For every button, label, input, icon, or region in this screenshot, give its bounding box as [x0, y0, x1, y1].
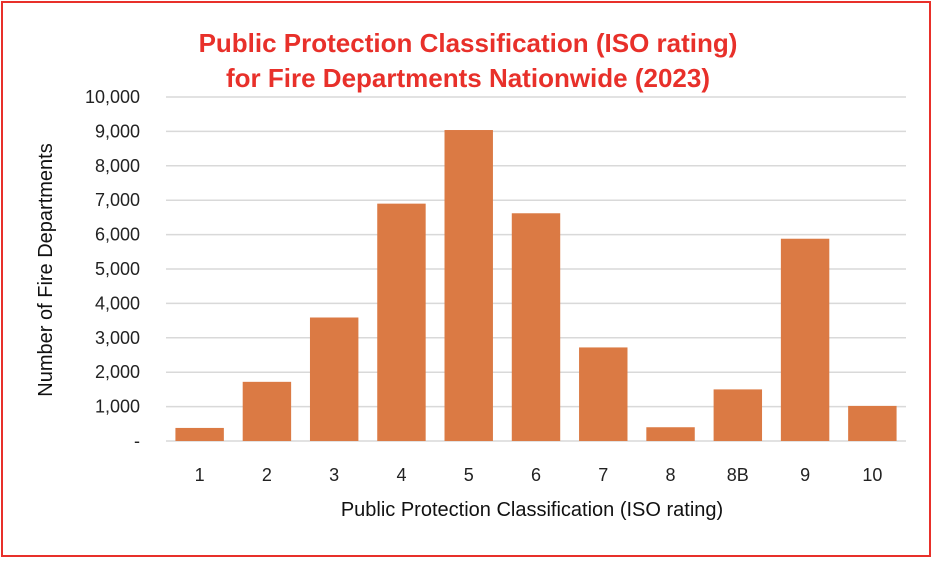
bars [175, 130, 897, 442]
y-tick-label: 4,000 [95, 293, 140, 313]
chart-title-line-2: for Fire Departments Nationwide (2023) [226, 63, 710, 93]
bar-8 [646, 427, 695, 441]
x-tick-label: 7 [598, 465, 608, 485]
x-tick-labels: 1 2 3 4 5 6 7 8 8B 9 10 [195, 465, 883, 485]
bar-4 [377, 203, 426, 441]
y-tick-label: 7,000 [95, 190, 140, 210]
bar-6 [511, 213, 561, 441]
x-tick-label: 8 [666, 465, 676, 485]
bar-7 [579, 347, 628, 441]
y-tick-label: 10,000 [85, 87, 140, 107]
x-tick-label: 10 [862, 465, 882, 485]
x-tick-label: 8B [727, 465, 749, 485]
bar-8B [713, 389, 763, 441]
x-tick-label: 1 [195, 465, 205, 485]
y-tick-label: 1,000 [95, 397, 140, 417]
y-tick-label: - [134, 431, 140, 451]
x-axis-label: Public Protection Classification (ISO ra… [341, 499, 723, 521]
bar-2 [242, 381, 292, 441]
x-tick-label: 2 [262, 465, 272, 485]
bar-1 [175, 427, 224, 441]
bar-5 [444, 130, 493, 442]
y-tick-label: 2,000 [95, 362, 140, 382]
chart-title-line-1: Public Protection Classification (ISO ra… [198, 28, 738, 58]
bar-10 [848, 405, 897, 441]
y-tick-label: 9,000 [95, 121, 140, 141]
x-tick-label: 5 [464, 465, 474, 485]
x-tick-label: 6 [531, 465, 541, 485]
y-axis-label: Number of Fire Departments [35, 143, 57, 396]
x-tick-label: 9 [800, 465, 810, 485]
x-tick-label: 4 [396, 465, 406, 485]
y-tick-labels: - 1,000 2,000 3,000 4,000 5,000 6,000 7,000 8,00… [85, 87, 140, 451]
x-tick-label: 3 [329, 465, 339, 485]
y-tick-label: 8,000 [95, 156, 140, 176]
y-tick-label: 5,000 [95, 259, 140, 279]
bar-9 [780, 238, 830, 441]
bar-3 [309, 317, 359, 441]
y-tick-label: 6,000 [95, 225, 140, 245]
y-tick-label: 3,000 [95, 328, 140, 348]
